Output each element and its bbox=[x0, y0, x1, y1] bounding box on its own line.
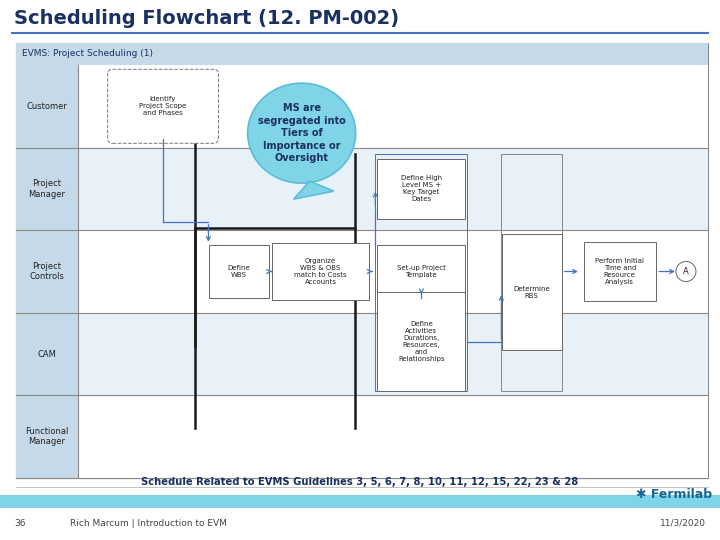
Bar bbox=[16, 43, 708, 65]
Text: MS are
segregated into
Tiers of
Importance or
Oversight: MS are segregated into Tiers of Importan… bbox=[258, 103, 346, 163]
Bar bbox=[16, 313, 78, 395]
FancyBboxPatch shape bbox=[108, 69, 218, 143]
Bar bbox=[78, 395, 708, 478]
Bar bbox=[78, 147, 708, 230]
Text: CAM: CAM bbox=[37, 349, 56, 359]
Bar bbox=[16, 43, 708, 478]
Bar bbox=[584, 241, 656, 301]
Circle shape bbox=[676, 261, 696, 281]
Text: Define
WBS: Define WBS bbox=[228, 265, 250, 278]
Bar bbox=[502, 234, 562, 350]
Bar bbox=[16, 230, 78, 313]
Text: Define
Activities
Durations,
Resources,
and
Relationships: Define Activities Durations, Resources, … bbox=[398, 321, 445, 362]
Text: Project
Controls: Project Controls bbox=[30, 262, 64, 281]
Bar bbox=[78, 313, 708, 395]
Text: Project
Manager: Project Manager bbox=[29, 179, 66, 199]
Bar bbox=[16, 395, 78, 478]
Text: Define High
Level MS +
Key Target
Dates: Define High Level MS + Key Target Dates bbox=[401, 176, 442, 202]
Text: Rich Marcum | Introduction to EVM: Rich Marcum | Introduction to EVM bbox=[70, 518, 227, 528]
Text: Determine
RBS: Determine RBS bbox=[513, 286, 550, 299]
Text: Perform Initial
Time and
Resource
Analysis: Perform Initial Time and Resource Analys… bbox=[595, 258, 644, 285]
Bar bbox=[16, 147, 78, 230]
Bar bbox=[375, 154, 467, 392]
Polygon shape bbox=[294, 181, 333, 199]
Bar bbox=[209, 245, 269, 298]
Text: Customer: Customer bbox=[27, 102, 68, 111]
Ellipse shape bbox=[248, 83, 356, 183]
Text: Organize
WBS & OBS
match to Costs
Accounts: Organize WBS & OBS match to Costs Accoun… bbox=[294, 258, 347, 285]
Bar bbox=[501, 154, 562, 392]
Bar bbox=[0, 495, 720, 508]
Text: Set-up Project
Template: Set-up Project Template bbox=[397, 265, 446, 278]
Bar bbox=[78, 65, 708, 147]
Text: Functional
Manager: Functional Manager bbox=[25, 427, 68, 447]
Bar bbox=[377, 159, 465, 219]
Text: 11/3/2020: 11/3/2020 bbox=[660, 518, 706, 528]
Bar bbox=[16, 65, 78, 147]
Bar bbox=[271, 242, 369, 300]
Text: A: A bbox=[683, 267, 689, 276]
Text: Scheduling Flowchart (12. PM-002): Scheduling Flowchart (12. PM-002) bbox=[14, 9, 399, 28]
Text: 36: 36 bbox=[14, 518, 25, 528]
Bar bbox=[377, 245, 465, 298]
Text: Schedule Related to EVMS Guidelines 3, 5, 6, 7, 8, 10, 11, 12, 15, 22, 23 & 28: Schedule Related to EVMS Guidelines 3, 5… bbox=[141, 477, 579, 487]
Text: ✱ Fermilab: ✱ Fermilab bbox=[636, 488, 712, 501]
Bar bbox=[78, 230, 708, 313]
Bar bbox=[377, 292, 465, 392]
Text: Identify
Project Scope
and Phases: Identify Project Scope and Phases bbox=[140, 96, 186, 116]
Text: EVMS: Project Scheduling (1): EVMS: Project Scheduling (1) bbox=[22, 50, 153, 58]
